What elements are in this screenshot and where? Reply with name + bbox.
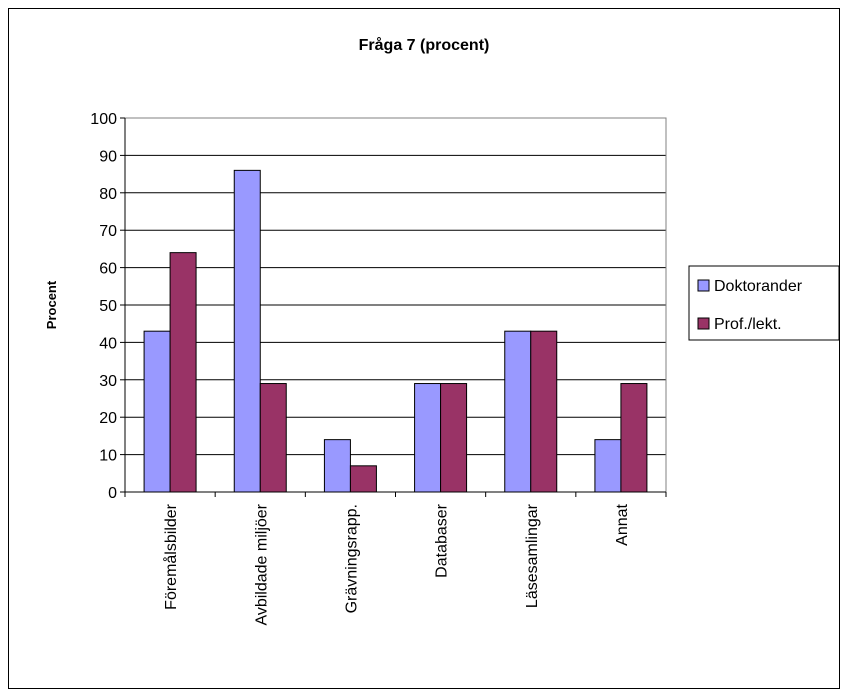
y-tick-label: 40 bbox=[99, 335, 117, 352]
legend-label: Prof./lekt. bbox=[714, 316, 782, 333]
gridlines bbox=[125, 117, 666, 456]
legend-label: Doktorander bbox=[714, 278, 803, 295]
legend-swatch bbox=[697, 317, 710, 330]
y-tick-label: 60 bbox=[99, 261, 117, 278]
x-tick-label: Föremålsbilder bbox=[162, 503, 180, 609]
bars bbox=[143, 169, 648, 493]
x-tick-label: Läsesamlingar bbox=[524, 503, 541, 608]
bar-prof-lekt-5 bbox=[620, 383, 648, 493]
x-tick-label: Databaser bbox=[434, 503, 451, 577]
y-tick-label: 90 bbox=[99, 148, 117, 165]
legend-swatch bbox=[697, 279, 710, 292]
y-tick-label: 100 bbox=[90, 111, 117, 128]
x-tick-labels: Föremålsbilder Avbildade miljöer Grävnings… bbox=[162, 503, 631, 625]
legend: Doktorander Prof./lekt. bbox=[688, 265, 840, 341]
bar-doktorander-5 bbox=[594, 439, 622, 493]
y-axis-label: Procent bbox=[44, 280, 59, 329]
chart-title: Fråga 7 (procent) bbox=[359, 36, 490, 54]
bar-doktorander-1 bbox=[233, 169, 261, 493]
bar-prof-lekt-4 bbox=[530, 330, 558, 493]
x-tick-label: Annat bbox=[614, 503, 631, 545]
y-tick-label: 80 bbox=[99, 186, 117, 203]
bar-doktorander-0 bbox=[143, 330, 171, 493]
legend-box bbox=[688, 265, 840, 341]
bar-doktorander-2 bbox=[323, 439, 351, 493]
y-tick-label: 20 bbox=[99, 410, 117, 427]
bar-prof-lekt-3 bbox=[440, 383, 468, 493]
y-tick-labels: 0 10 20 30 40 50 60 70 80 90 100 bbox=[90, 111, 117, 502]
y-tick-label: 70 bbox=[99, 223, 117, 240]
axes bbox=[120, 117, 667, 497]
bar-doktorander-3 bbox=[414, 383, 442, 493]
bar-prof-lekt-1 bbox=[259, 383, 287, 493]
x-tick-label: Grävningsrapp. bbox=[343, 504, 360, 613]
bar-prof-lekt-0 bbox=[169, 252, 197, 493]
x-tick-label: Avbildade miljöer bbox=[253, 503, 270, 625]
bar-doktorander-4 bbox=[504, 330, 532, 493]
y-tick-label: 10 bbox=[99, 448, 117, 465]
bar-prof-lekt-2 bbox=[349, 465, 377, 493]
y-tick-label: 30 bbox=[99, 373, 117, 390]
y-tick-label: 0 bbox=[108, 485, 117, 502]
y-tick-label: 50 bbox=[99, 298, 117, 315]
